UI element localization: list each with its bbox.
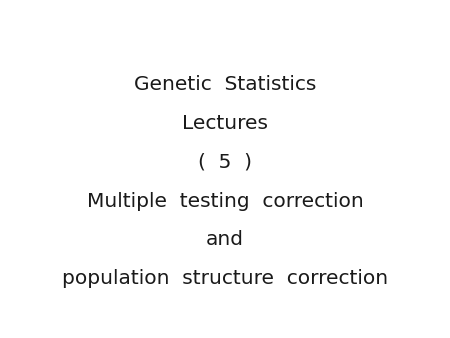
Text: (  5  ): ( 5 ) xyxy=(198,153,252,172)
Text: Genetic  Statistics: Genetic Statistics xyxy=(134,75,316,94)
Text: population  structure  correction: population structure correction xyxy=(62,269,388,288)
Text: Lectures: Lectures xyxy=(182,114,268,133)
Text: Multiple  testing  correction: Multiple testing correction xyxy=(86,192,364,211)
Text: and: and xyxy=(206,231,244,249)
